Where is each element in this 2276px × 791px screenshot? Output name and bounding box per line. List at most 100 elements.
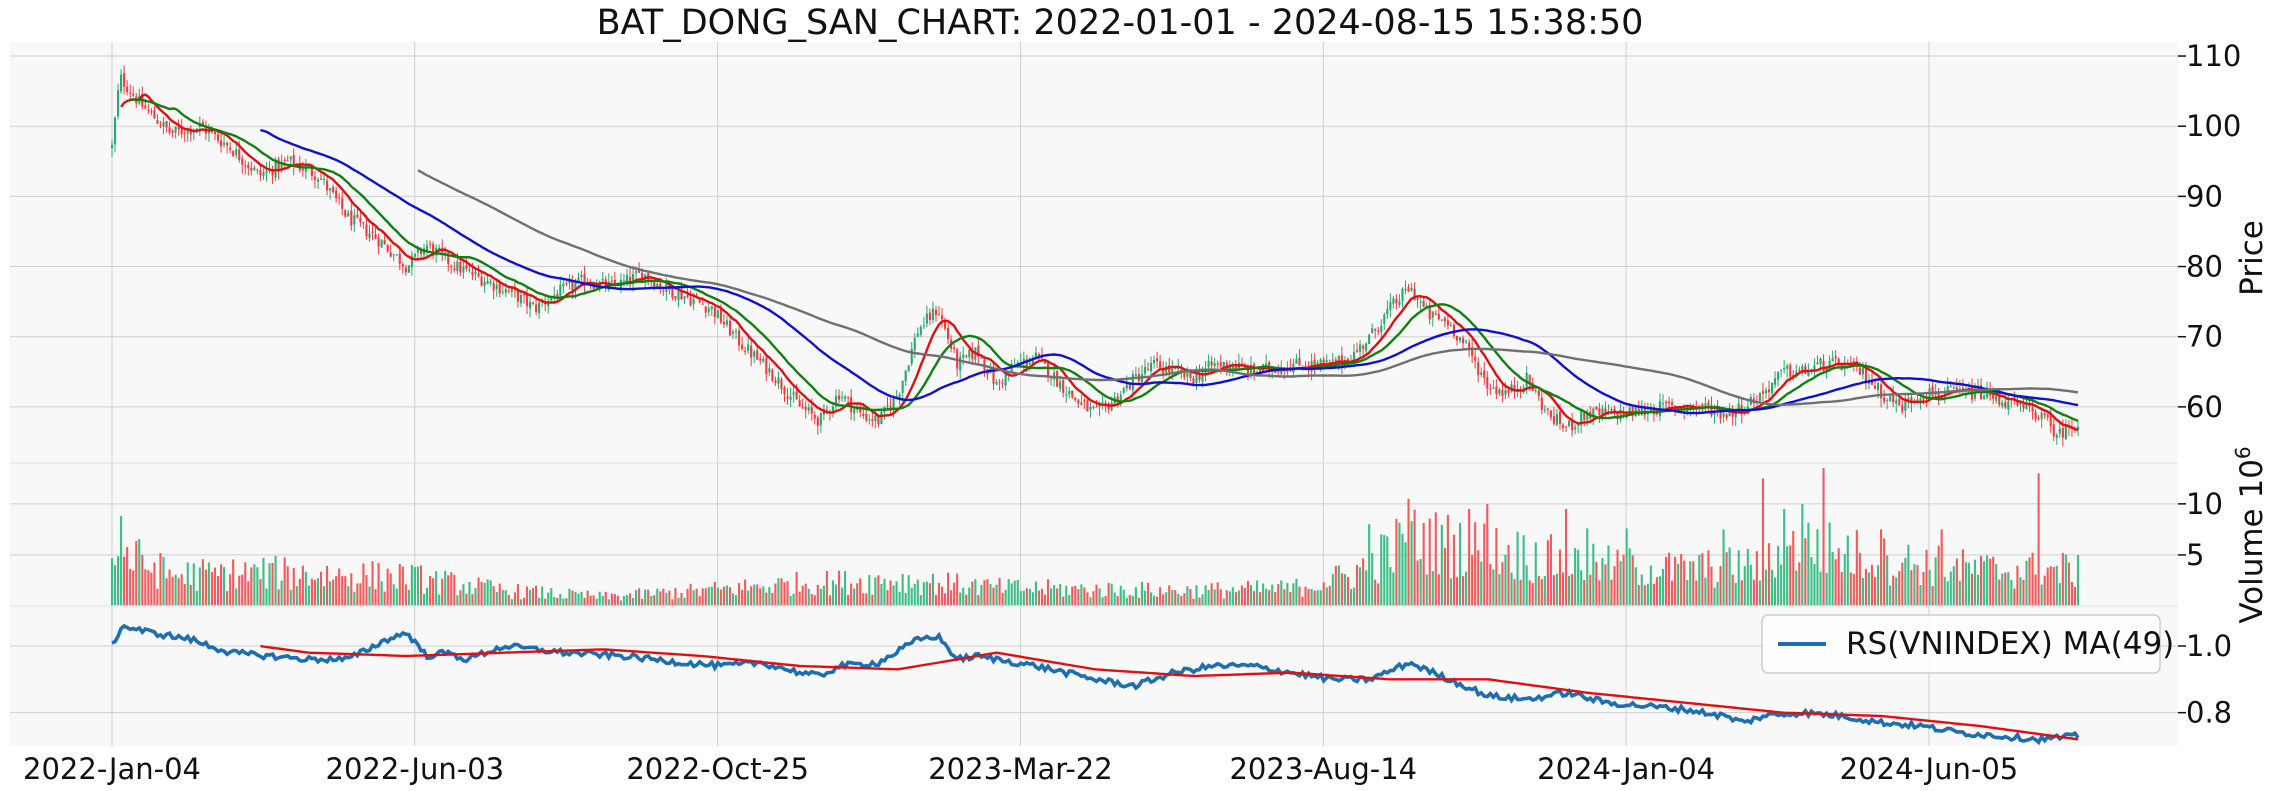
volume-bar: [765, 592, 768, 606]
candle-body: [1431, 311, 1434, 318]
candle: [840, 391, 844, 402]
candle: [116, 83, 120, 120]
candle: [319, 173, 323, 181]
candle-body: [165, 120, 168, 128]
candle: [404, 264, 407, 276]
candle-body: [1074, 398, 1077, 401]
candle: [792, 387, 795, 403]
volume-bar: [1007, 579, 1010, 606]
candle-body: [959, 356, 962, 371]
candle-body: [1513, 384, 1516, 392]
candle-body: [1407, 287, 1410, 292]
candle: [1071, 390, 1074, 400]
candle-body: [810, 407, 813, 414]
volume-bar: [713, 582, 716, 606]
volume-bar: [456, 595, 459, 606]
candle-body: [768, 368, 771, 373]
volume-bar: [1786, 546, 1789, 606]
volume-bar: [1961, 549, 1964, 606]
candle-body: [471, 271, 474, 276]
candle: [934, 306, 938, 322]
volume-bar: [1149, 592, 1153, 606]
volume-bar: [1816, 529, 1819, 606]
volume-bar: [298, 578, 301, 606]
volume-bar: [1783, 508, 1786, 606]
candle-body: [671, 287, 674, 298]
volume-bar: [435, 571, 438, 606]
volume-bar: [804, 583, 807, 606]
candle-body: [1249, 364, 1253, 376]
candle-body: [901, 380, 904, 393]
candle-body: [250, 168, 253, 171]
volume-bar: [989, 584, 992, 606]
candle-body: [895, 396, 898, 398]
volume-bar: [840, 587, 844, 606]
candle-body: [1998, 395, 2001, 405]
volume-bar: [1952, 566, 1955, 606]
candle: [1383, 312, 1386, 331]
volume-bar: [1249, 585, 1253, 606]
volume-bar: [604, 591, 607, 606]
volume-bar: [1592, 543, 1595, 606]
volume-bar: [2076, 555, 2080, 606]
volume-bar: [731, 593, 735, 606]
volume-bar: [1758, 580, 1761, 606]
candle: [159, 120, 162, 129]
volume-bar: [722, 586, 725, 606]
price-tick-label: 110: [2186, 39, 2241, 73]
candle-body: [1886, 400, 1889, 402]
candle-body: [1834, 356, 1837, 359]
volume-bar: [204, 569, 207, 606]
candle: [2064, 419, 2067, 441]
volume-bar: [1919, 584, 1922, 606]
volume-bar: [1498, 574, 1501, 606]
volume-bar: [162, 556, 165, 606]
volume-bar: [674, 588, 677, 606]
volume-bar: [744, 579, 747, 606]
volume-tick-label: 10: [2186, 487, 2223, 521]
volume-bar: [741, 589, 744, 606]
volume-bar: [1180, 595, 1183, 606]
volume-bar: [356, 583, 359, 606]
candle-body: [1425, 305, 1428, 307]
candle: [847, 396, 850, 404]
volume-bar: [1128, 595, 1131, 606]
volume-bar: [1877, 565, 1880, 606]
candle: [1359, 340, 1362, 360]
volume-bar: [201, 559, 204, 606]
volume-bar: [1307, 588, 1310, 606]
volume-bar: [441, 578, 444, 606]
candle: [1458, 337, 1462, 344]
volume-bar: [486, 579, 489, 606]
candle-body: [180, 128, 183, 134]
volume-bar: [1301, 596, 1304, 606]
candle-body: [1822, 360, 1825, 371]
candle: [638, 262, 641, 273]
volume-bar: [683, 597, 686, 606]
candle-body: [1537, 390, 1540, 397]
volume-bar: [1804, 538, 1807, 606]
candle: [704, 305, 707, 318]
candle-body: [1889, 396, 1892, 401]
candle-body: [628, 276, 632, 284]
candle-body: [919, 327, 922, 335]
volume-bar: [577, 593, 580, 606]
volume-bar: [1240, 585, 1243, 606]
candle-body: [734, 330, 738, 333]
volume-bar: [807, 588, 810, 606]
candle-body: [1813, 365, 1816, 370]
volume-bar: [462, 584, 465, 606]
volume-bar: [432, 578, 435, 606]
volume-bar: [1722, 529, 1725, 606]
candle-body: [213, 132, 217, 135]
candle: [492, 280, 495, 300]
candle-body: [123, 73, 126, 87]
volume-bar: [1855, 530, 1858, 606]
candle-body: [1234, 364, 1237, 370]
candle-body: [1180, 369, 1183, 372]
candle-body: [1186, 370, 1189, 377]
candle-body: [1580, 410, 1583, 426]
volume-bar: [943, 593, 947, 606]
candle: [432, 241, 435, 260]
